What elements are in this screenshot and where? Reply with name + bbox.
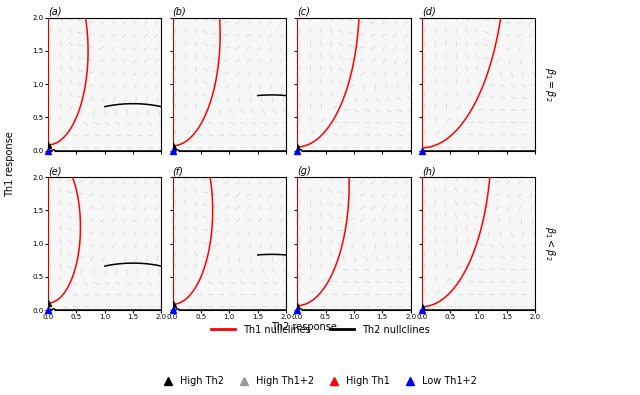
Text: Th1 response: Th1 response bbox=[4, 131, 15, 197]
Text: (c): (c) bbox=[297, 7, 310, 17]
Text: $\beta_1 < \beta_2$: $\beta_1 < \beta_2$ bbox=[543, 226, 557, 261]
Text: Th2 response: Th2 response bbox=[271, 322, 337, 332]
Text: (b): (b) bbox=[173, 7, 186, 17]
Text: (e): (e) bbox=[48, 166, 61, 177]
Text: (a): (a) bbox=[48, 7, 61, 17]
Text: $\beta_1 = \beta_2$: $\beta_1 = \beta_2$ bbox=[543, 67, 557, 102]
Text: (f): (f) bbox=[173, 166, 184, 177]
Legend: High Th2, High Th1+2, High Th1, Low Th1+2: High Th2, High Th1+2, High Th1, Low Th1+… bbox=[159, 372, 481, 390]
Text: (h): (h) bbox=[422, 166, 435, 177]
Text: (g): (g) bbox=[297, 166, 311, 177]
Text: (d): (d) bbox=[422, 7, 436, 17]
